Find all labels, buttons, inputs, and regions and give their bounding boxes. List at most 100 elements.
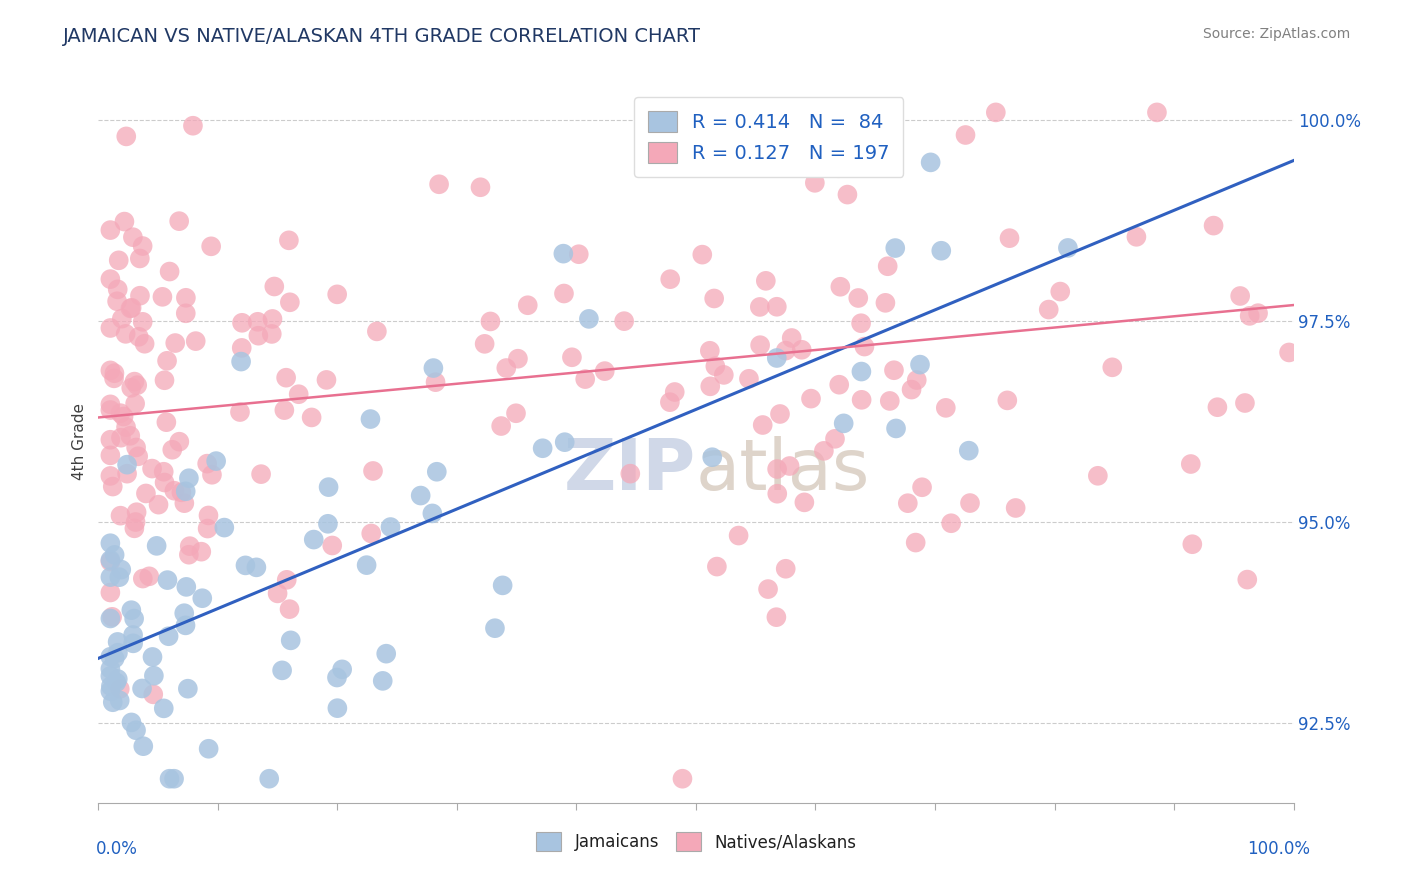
Point <box>105 675 128 690</box>
Point <box>766 486 789 500</box>
Point <box>911 480 934 494</box>
Point <box>813 443 835 458</box>
Point <box>177 548 200 562</box>
Point <box>875 296 897 310</box>
Point <box>531 442 554 456</box>
Point <box>316 516 339 531</box>
Point <box>1087 468 1109 483</box>
Legend: Jamaicans, Natives/Alaskans: Jamaicans, Natives/Alaskans <box>527 824 865 860</box>
Point <box>165 336 187 351</box>
Point <box>426 465 449 479</box>
Point <box>246 315 269 329</box>
Point <box>98 321 122 335</box>
Point <box>167 214 190 228</box>
Point <box>727 528 749 542</box>
Point <box>790 343 813 357</box>
Point <box>145 539 167 553</box>
Point <box>904 535 927 549</box>
Point <box>470 180 492 194</box>
Point <box>846 291 869 305</box>
Point <box>177 471 200 485</box>
Point <box>703 292 725 306</box>
Point <box>101 479 124 493</box>
Point <box>315 373 337 387</box>
Point <box>765 610 787 624</box>
Point <box>163 483 186 498</box>
Point <box>122 636 145 650</box>
Text: JAMAICAN VS NATIVE/ALASKAN 4TH GRADE CORRELATION CHART: JAMAICAN VS NATIVE/ALASKAN 4TH GRADE COR… <box>63 27 702 45</box>
Point <box>103 366 125 380</box>
Point <box>491 578 513 592</box>
Point <box>114 214 136 228</box>
Point <box>738 372 761 386</box>
Point <box>851 365 873 379</box>
Point <box>115 129 138 144</box>
Point <box>920 155 942 169</box>
Point <box>131 239 153 253</box>
Point <box>148 498 170 512</box>
Point <box>699 343 721 358</box>
Point <box>173 606 195 620</box>
Point <box>205 454 228 468</box>
Point <box>124 375 146 389</box>
Point <box>157 629 180 643</box>
Point <box>828 377 851 392</box>
Point <box>98 403 122 417</box>
Point <box>98 397 122 411</box>
Point <box>152 701 174 715</box>
Point <box>998 231 1021 245</box>
Point <box>191 591 214 606</box>
Point <box>257 772 280 786</box>
Point <box>120 715 142 730</box>
Point <box>141 649 163 664</box>
Point <box>278 295 301 310</box>
Point <box>141 461 163 475</box>
Point <box>427 178 450 192</box>
Point <box>108 570 131 584</box>
Point <box>120 301 142 316</box>
Point <box>360 526 382 541</box>
Point <box>766 300 789 314</box>
Point <box>101 610 124 624</box>
Point <box>142 687 165 701</box>
Point <box>785 105 807 120</box>
Point <box>779 458 801 473</box>
Point <box>554 435 576 450</box>
Point <box>104 651 127 665</box>
Point <box>905 373 928 387</box>
Point <box>122 612 145 626</box>
Point <box>163 772 186 786</box>
Point <box>832 417 855 431</box>
Point <box>174 291 197 305</box>
Point <box>129 288 152 302</box>
Point <box>104 548 127 562</box>
Point <box>105 294 128 309</box>
Point <box>132 739 155 754</box>
Point <box>197 741 219 756</box>
Point <box>127 378 149 392</box>
Point <box>114 326 136 341</box>
Point <box>107 282 129 296</box>
Point <box>98 585 122 599</box>
Point <box>156 353 179 368</box>
Point <box>479 314 502 328</box>
Point <box>125 441 148 455</box>
Point <box>127 450 149 464</box>
Point <box>100 679 122 693</box>
Point <box>280 633 302 648</box>
Point <box>959 496 981 510</box>
Point <box>278 602 301 616</box>
Point <box>671 772 693 786</box>
Point <box>658 395 681 409</box>
Point <box>326 671 349 685</box>
Point <box>1202 219 1225 233</box>
Point <box>277 233 299 247</box>
Point <box>115 420 138 434</box>
Point <box>619 467 641 481</box>
Point <box>713 368 735 382</box>
Point <box>110 508 132 523</box>
Point <box>184 334 207 348</box>
Point <box>201 467 224 482</box>
Text: 100.0%: 100.0% <box>1247 840 1310 858</box>
Point <box>765 351 787 365</box>
